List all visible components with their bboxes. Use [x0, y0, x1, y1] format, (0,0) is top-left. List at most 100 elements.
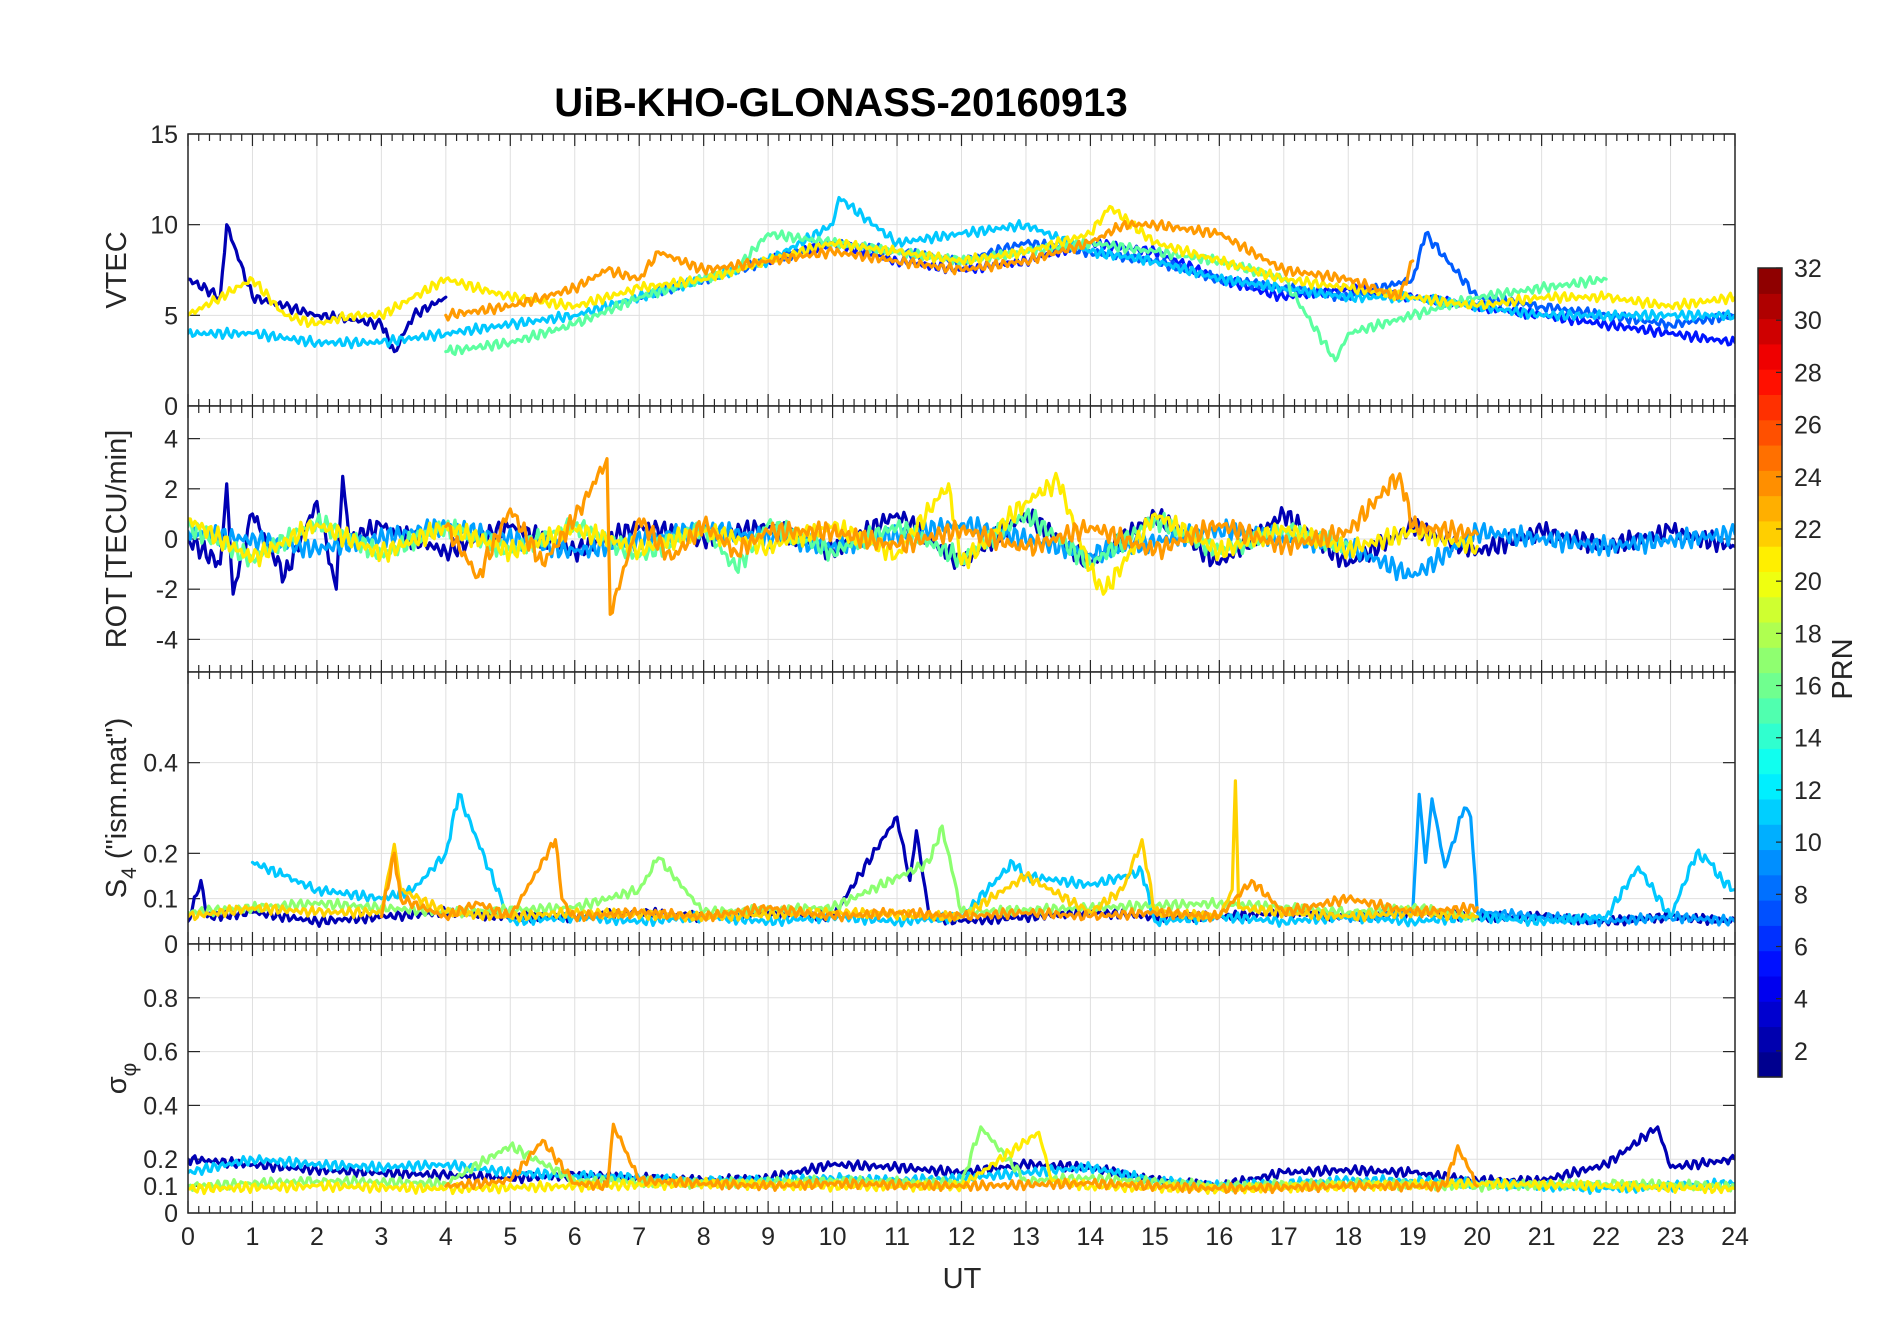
colorbar-segment: [1758, 925, 1782, 952]
x-tick-label: 3: [374, 1223, 388, 1251]
colorbar-segment: [1758, 697, 1782, 724]
colorbar-segment: [1758, 343, 1782, 370]
series-line-prn-20: [188, 471, 1479, 596]
x-tick-label: 7: [632, 1223, 646, 1251]
colorbar-segment: [1758, 824, 1782, 851]
x-tick-label: 16: [1205, 1223, 1233, 1251]
series-line-prn-21: [188, 779, 1479, 923]
series-group: [188, 457, 1735, 616]
y-tick-label: 5: [164, 302, 178, 330]
colorbar-segment: [1758, 419, 1782, 446]
x-ticks: [187, 672, 1736, 944]
axes-box: [187, 943, 1736, 1214]
colorbar-segment: [1758, 1051, 1782, 1078]
colorbar-label: PRN: [1827, 638, 1859, 699]
colorbar-segment: [1758, 849, 1782, 876]
series-line-prn-23: [444, 457, 1479, 616]
x-tick-label: 2: [310, 1223, 324, 1251]
colorbar-segment: [1758, 748, 1782, 775]
y-tick-label: 10: [150, 212, 178, 240]
series-line-prn-12: [250, 792, 1735, 928]
y-tick-label: 4: [164, 426, 178, 454]
y-tick-label: 2: [164, 476, 178, 504]
colorbar-segment: [1758, 520, 1782, 547]
x-tick-label: 10: [819, 1223, 847, 1251]
colorbar-tick-label: 28: [1794, 359, 1822, 387]
colorbar-segment: [1758, 495, 1782, 522]
y-tick-label: 0.1: [143, 886, 178, 914]
x-tick-label: 14: [1077, 1223, 1105, 1251]
y-tick-label: 0.4: [143, 750, 178, 778]
rot-panel: -4 -2 0 2 4 ROT [TECU/min]: [101, 405, 1736, 673]
colorbar-segment: [1758, 900, 1782, 926]
colorbar-segment: [1758, 874, 1782, 901]
colorbar-segment: [1758, 268, 1782, 294]
x-ticks: [187, 944, 1736, 1213]
colorbar-segment: [1758, 394, 1782, 421]
series-group: [188, 195, 1735, 363]
x-tick-label: 6: [568, 1223, 582, 1251]
series-line-prn-2: [188, 223, 448, 354]
y-tick-label: 0.6: [143, 1039, 178, 1067]
x-tick-label: 24: [1721, 1223, 1749, 1251]
x-ticks: [187, 134, 1736, 406]
colorbar-tick-label: 14: [1794, 725, 1822, 753]
x-tick-label: 17: [1270, 1223, 1298, 1251]
x-tick-label: 1: [246, 1223, 260, 1251]
sigma-panel: 00.10.2 0.4 0.6 0.8 σφ: [101, 943, 1736, 1228]
colorbar-segment: [1758, 1026, 1782, 1053]
x-tick-labels: 0 1 2 3 4 5 6 7 8 9 10 11 12 13 14 15 16 17 18 19 20 21 22 23 24: [181, 1223, 1749, 1251]
y-tick-label: 0: [164, 931, 178, 959]
series-line-prn-2: [188, 1125, 1735, 1191]
colorbar-segment: [1758, 318, 1782, 345]
y-axis-label-rot: ROT [TECU/min]: [101, 430, 133, 649]
x-tick-label: 0: [181, 1223, 195, 1251]
x-tick-label: 15: [1141, 1223, 1169, 1251]
colorbar-segment: [1758, 444, 1782, 471]
colorbar-segment: [1758, 950, 1782, 977]
x-tick-label: 9: [761, 1223, 775, 1251]
y-tick-label: 0.4: [143, 1092, 178, 1120]
x-tick-label: 23: [1657, 1223, 1685, 1251]
y-tick-label: 0.2: [143, 1146, 178, 1174]
y-tick-label: 0: [164, 393, 178, 421]
colorbar-tick-label: 8: [1794, 881, 1808, 909]
y-tick-label: 0: [164, 526, 178, 554]
colorbar-segment: [1758, 621, 1782, 648]
x-tick-label: 5: [503, 1223, 517, 1251]
colorbar-segment: [1758, 798, 1782, 825]
vtec-panel: 0 5 10 15 VTEC: [101, 121, 1736, 421]
y-tick-label: 0.2: [143, 840, 178, 868]
colorbar-segment: [1758, 723, 1782, 749]
colorbar-segment: [1758, 773, 1782, 800]
colorbar-segment: [1758, 369, 1782, 396]
colorbar-tick-label: 2: [1794, 1038, 1808, 1066]
x-tick-label: 21: [1528, 1223, 1556, 1251]
series-line-prn-20: [188, 1130, 1735, 1196]
series-group: [188, 1122, 1735, 1196]
colorbar-segment: [1758, 470, 1782, 497]
y-axis-label-s4: S4 ("ism.mat"): [101, 718, 141, 899]
colorbar-tick-label: 32: [1794, 255, 1822, 283]
colorbar-segment: [1758, 975, 1782, 1002]
colorbar-segment: [1758, 546, 1782, 572]
x-tick-label: 4: [439, 1223, 453, 1251]
series-line-prn-23: [444, 219, 1415, 322]
x-tick-label: 11: [884, 1223, 910, 1251]
s4-panel: 0 0.1 0.2 0.4S4 ("ism.mat"): [101, 671, 1736, 959]
series-line-prn-23: [444, 1122, 1479, 1195]
colorbar-segment: [1758, 596, 1782, 623]
series-group: [188, 779, 1735, 928]
y-axis-label-vtec: VTEC: [101, 231, 133, 308]
series-line-prn-23: [379, 838, 1479, 923]
colorbar-tick-label: 12: [1794, 777, 1822, 805]
y-tick-label: 15: [150, 121, 178, 149]
x-tick-label: 18: [1334, 1223, 1362, 1251]
x-axis-label: UT: [943, 1263, 982, 1295]
colorbar-tick-label: 4: [1794, 986, 1808, 1014]
x-tick-label: 12: [948, 1223, 976, 1251]
colorbar-segment: [1758, 647, 1782, 674]
colorbar-tick-label: 6: [1794, 934, 1808, 962]
